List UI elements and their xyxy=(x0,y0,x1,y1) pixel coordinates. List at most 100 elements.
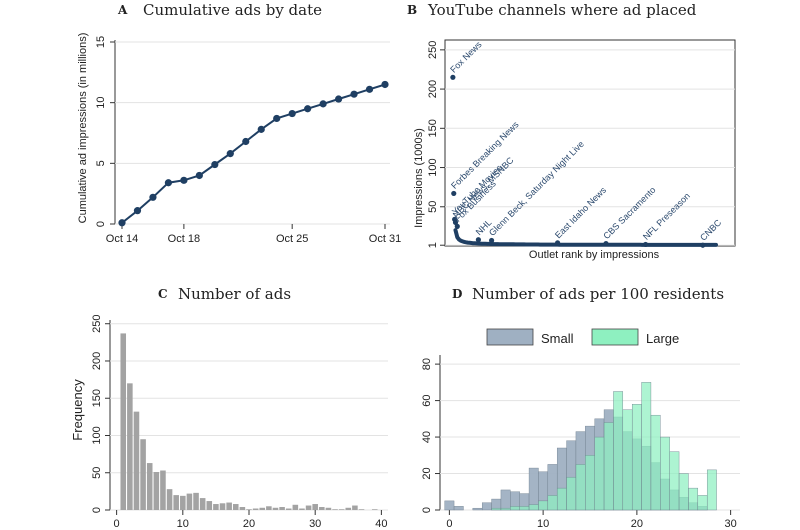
panel-c-bar xyxy=(153,472,160,510)
panel-d-xtick-label: 30 xyxy=(725,518,737,530)
panel-c-bar xyxy=(166,489,173,510)
panel-a-data-point xyxy=(319,100,327,108)
panel-c-ytick-label: 150 xyxy=(91,389,103,407)
panel-c-ytick-label: 50 xyxy=(91,467,103,479)
panel-d-bar-large xyxy=(688,487,699,511)
panel-d-xtick-label: 10 xyxy=(537,518,549,530)
panel-b-point xyxy=(454,223,460,229)
panel-c-xtick-label: 20 xyxy=(243,518,255,530)
panel-c-title: Number of ads xyxy=(178,285,291,303)
panel-b-point xyxy=(603,241,609,247)
panel-d: D Number of ads per 100 residents Small … xyxy=(421,285,740,530)
panel-a-letter: A xyxy=(117,3,128,17)
panel-b-ytick-label: 200 xyxy=(427,80,439,98)
panel-c-bar xyxy=(319,507,325,510)
panel-a-data-point xyxy=(273,114,281,123)
panel-b-point xyxy=(555,240,561,246)
panel-c-bar xyxy=(193,492,199,510)
panel-d-bar-large xyxy=(519,506,530,511)
panel-d-bar-large xyxy=(622,409,633,511)
panel-c-ytick-label: 200 xyxy=(91,352,103,370)
panel-c-bar xyxy=(352,505,358,510)
panel-d-ytick-label: 40 xyxy=(421,431,433,443)
panel-b-xlabel: Outlet rank by impressions xyxy=(529,249,660,261)
panel-d-ytick-label: 0 xyxy=(421,507,433,513)
panel-d-bar-large xyxy=(547,495,558,511)
panel-c-bar xyxy=(272,507,279,510)
panel-c-bar xyxy=(345,507,352,510)
panel-c-bar xyxy=(292,504,299,510)
panel-a-data-point xyxy=(226,150,234,158)
panel-d-ytick-label: 60 xyxy=(421,394,433,406)
panel-b-point xyxy=(700,242,706,248)
panel-a-data-point xyxy=(257,125,265,133)
panel-b-point xyxy=(452,219,459,226)
panel-d-bar-large xyxy=(500,507,511,511)
panel-b-point xyxy=(450,74,456,80)
panel-c-bar xyxy=(232,504,239,510)
panel-a-data-point xyxy=(381,80,389,89)
legend-swatch-small xyxy=(486,328,534,346)
panel-a: A Cumulative ads by date Cumulative ad i… xyxy=(77,1,401,245)
panel-c-ytick-label: 100 xyxy=(91,426,103,444)
panel-b-letter: B xyxy=(407,3,417,17)
panel-a-points xyxy=(118,80,389,227)
panel-c-bar xyxy=(206,501,213,510)
panel-d-xtick-label: 20 xyxy=(631,518,643,530)
panel-b-point xyxy=(489,237,495,244)
panel-c-bar xyxy=(127,383,133,510)
panel-c-ytick-label: 0 xyxy=(91,507,103,513)
panel-c-xtick-label: 40 xyxy=(375,518,387,530)
panel-a-y-ticks: 0 5 10 15 xyxy=(95,36,115,227)
panel-a-data-point xyxy=(133,207,142,215)
panel-a-data-point xyxy=(149,193,157,201)
panel-b-point-label: CNBC xyxy=(698,217,723,242)
panel-c-bar xyxy=(180,495,186,510)
panel-c-xtick-label: 0 xyxy=(114,518,120,530)
panel-d-bar-large xyxy=(528,504,539,511)
panel-a-data-point xyxy=(211,160,219,169)
legend-swatch-large xyxy=(591,328,639,346)
panel-a-ytick-label: 15 xyxy=(95,36,107,48)
panel-d-x-ticks: 0 10 20 30 xyxy=(446,510,737,530)
panel-d-bar-large xyxy=(491,507,502,511)
panel-a-data-point xyxy=(365,85,374,93)
panel-c-bar xyxy=(199,498,206,510)
panel-c-bar xyxy=(252,508,259,510)
panel-d-bar-large xyxy=(641,382,652,511)
panel-a-data-point xyxy=(334,95,343,103)
panel-d-bar-large xyxy=(556,487,567,511)
panel-a-xtick-label: Oct 18 xyxy=(168,233,200,245)
panel-c-bar xyxy=(140,439,146,510)
panel-d-bar-large xyxy=(510,506,520,511)
panel-b-tail-curve xyxy=(453,228,718,247)
panel-c-bar xyxy=(120,333,127,510)
panel-b-ytick-label: 250 xyxy=(427,41,439,59)
panel-a-xtick-label: Oct 14 xyxy=(106,233,138,245)
panel-d-bar-large xyxy=(650,414,661,511)
panel-d-bar-small xyxy=(528,467,539,511)
panel-a-data-point xyxy=(164,179,173,187)
panel-d-bar-large xyxy=(566,476,577,511)
panel-a-x-ticks: Oct 14 Oct 18 Oct 25 Oct 31 xyxy=(106,224,401,245)
panel-a-data-point xyxy=(118,219,126,227)
panel-b-ytick-label: 150 xyxy=(427,119,439,137)
panel-a-xtick-label: Oct 25 xyxy=(276,233,308,245)
panel-a-ytick-label: 0 xyxy=(95,221,107,227)
panel-d-bar-small xyxy=(500,489,511,511)
panel-b-ylabel: Impressions (1000s) xyxy=(413,128,425,228)
panel-c-bars xyxy=(120,333,378,510)
panel-c-xtick-label: 10 xyxy=(177,518,189,530)
panel-c-xtick-label: 30 xyxy=(309,518,321,530)
panel-c-bar xyxy=(358,509,365,510)
panel-d-bar-small xyxy=(453,506,464,511)
panel-a-data-point xyxy=(242,137,250,146)
panel-b: B YouTube channels where ad placed Impre… xyxy=(407,1,736,261)
panel-d-bar-large xyxy=(697,495,708,511)
panel-d-bar-large xyxy=(538,500,549,511)
panel-a-data-point xyxy=(350,90,358,98)
panel-c-bar xyxy=(239,507,246,510)
panel-b-ytick-label: 1 xyxy=(427,242,439,248)
